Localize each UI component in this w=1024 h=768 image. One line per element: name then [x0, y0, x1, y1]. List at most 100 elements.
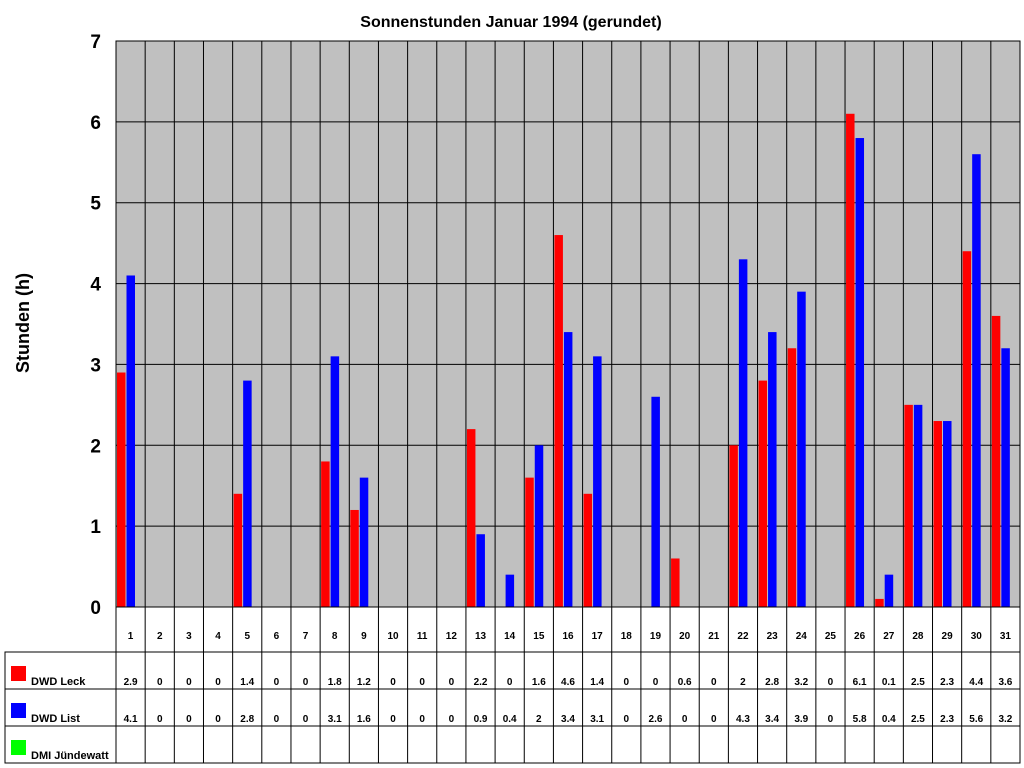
data-label: 5.6 [969, 714, 983, 725]
data-label: 0 [215, 714, 221, 725]
x-tick-label: 5 [244, 631, 250, 642]
bar [913, 404, 923, 607]
data-label: 3.6 [998, 677, 1012, 688]
bar [534, 445, 544, 607]
data-label: 0 [828, 714, 834, 725]
x-tick-label: 30 [971, 631, 983, 642]
data-label: 0.9 [474, 714, 488, 725]
x-tick-label: 6 [274, 631, 280, 642]
x-tick-label: 3 [186, 631, 192, 642]
bar [787, 348, 797, 607]
y-tick-label: 3 [90, 355, 101, 376]
data-label: 2 [536, 714, 542, 725]
data-label: 4.4 [969, 677, 983, 688]
bar [651, 396, 660, 607]
data-label: 2.3 [940, 714, 954, 725]
category-row [115, 606, 1021, 653]
x-tick-label: 7 [303, 631, 309, 642]
legend-key [11, 740, 26, 755]
bar [359, 477, 369, 607]
x-tick-label: 27 [883, 631, 895, 642]
x-tick-label: 14 [504, 631, 516, 642]
data-label: 0 [390, 677, 396, 688]
bars [117, 113, 1010, 608]
x-tick-label: 13 [475, 631, 487, 642]
bar [583, 493, 593, 607]
bar [243, 380, 252, 607]
data-label: 3.1 [590, 714, 604, 725]
y-tick-label: 6 [90, 113, 101, 134]
bar [972, 154, 981, 607]
data-label: 0 [274, 714, 280, 725]
data-label: 0 [186, 714, 192, 725]
data-label: 0 [711, 677, 717, 688]
x-tick-label: 25 [825, 631, 837, 642]
x-tick-label: 26 [854, 631, 866, 642]
data-label: 1.6 [532, 677, 546, 688]
bar [593, 356, 602, 607]
data-label: 2 [740, 677, 746, 688]
data-label: 2.6 [649, 714, 663, 725]
y-axis-label: Stunden (h) [13, 273, 33, 373]
x-tick-label: 10 [387, 631, 399, 642]
data-label: 3.2 [794, 677, 808, 688]
bar [505, 574, 515, 607]
bar [855, 138, 865, 607]
legend-label: DWD List [31, 713, 80, 725]
data-label: 2.5 [911, 714, 925, 725]
bar [768, 332, 777, 607]
bar [991, 315, 1001, 607]
x-tick-label: 22 [737, 631, 749, 642]
bar [875, 598, 884, 607]
data-label: 2.2 [474, 677, 488, 688]
y-tick-label: 1 [90, 517, 101, 538]
x-tick-label: 1 [128, 631, 134, 642]
legend-key [11, 703, 26, 718]
y-axis-ticks: 0 1 2 3 4 5 6 7 [90, 32, 101, 619]
x-tick-label: 19 [650, 631, 662, 642]
bar [729, 445, 738, 607]
data-label: 0 [682, 714, 688, 725]
data-label: 1.6 [357, 714, 371, 725]
data-label: 0 [274, 677, 280, 688]
data-label: 0 [711, 714, 717, 725]
x-tick-label: 11 [417, 631, 428, 642]
data-label: 1.4 [590, 677, 604, 688]
data-label: 4.6 [561, 677, 575, 688]
bar [117, 372, 126, 607]
x-tick-label: 12 [446, 631, 458, 642]
bar [962, 251, 972, 607]
data-label: 1.4 [240, 677, 254, 688]
x-tick-label: 28 [912, 631, 924, 642]
bar [933, 421, 943, 607]
x-tick-label: 2 [157, 631, 163, 642]
data-label: 1.8 [328, 677, 342, 688]
bar [233, 493, 243, 607]
y-tick-label: 0 [90, 598, 101, 619]
x-tick-label: 20 [679, 631, 691, 642]
x-tick-label: 23 [767, 631, 779, 642]
data-label: 2.3 [940, 677, 954, 688]
bar [884, 574, 894, 607]
bar [671, 558, 680, 607]
data-label: 3.9 [794, 714, 808, 725]
data-label: 2.8 [240, 714, 254, 725]
legend-key [11, 666, 26, 681]
data-label: 0 [419, 677, 425, 688]
data-label: 0 [215, 677, 221, 688]
x-tick-label: 31 [1000, 631, 1012, 642]
x-tick-label: 15 [533, 631, 545, 642]
y-tick-label: 4 [90, 275, 101, 296]
bar [554, 235, 563, 608]
data-label: 5.8 [853, 714, 867, 725]
chart-title: Sonnenstunden Januar 1994 (gerundet) [360, 14, 661, 31]
data-label: 0 [449, 714, 455, 725]
bar [330, 356, 340, 607]
series-rows [4, 651, 1021, 764]
bar [943, 421, 952, 607]
data-label: 0 [624, 714, 630, 725]
bar [1001, 348, 1010, 607]
data-label: 0.4 [882, 714, 896, 725]
bar [758, 380, 768, 607]
